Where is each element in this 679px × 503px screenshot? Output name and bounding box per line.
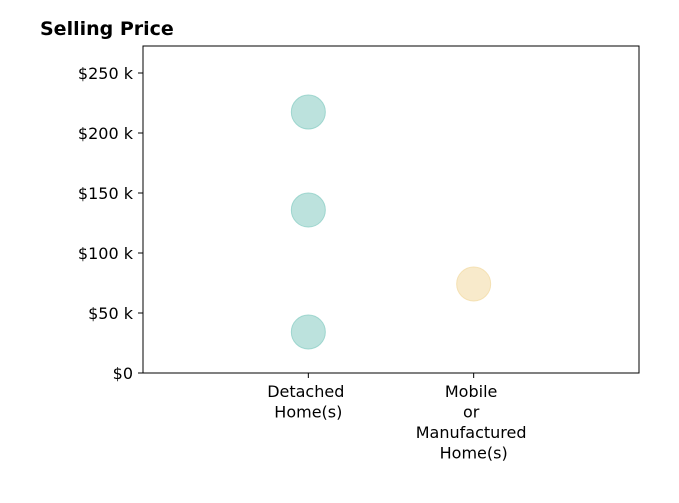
plot-frame bbox=[142, 45, 640, 374]
point bbox=[456, 266, 492, 302]
y-tick-label: $100 k bbox=[78, 244, 134, 263]
y-tick-label: $50 k bbox=[88, 304, 134, 323]
y-tick-label: $250 k bbox=[78, 64, 134, 83]
y-tick-label: $150 k bbox=[78, 184, 134, 203]
y-tick-label: $200 k bbox=[78, 124, 134, 143]
y-tick-label: $0 bbox=[113, 364, 133, 383]
x-tick-label: Detached Home(s) bbox=[267, 382, 349, 422]
x-tick-label: Mobile or Manufactured Home(s) bbox=[416, 382, 532, 463]
point bbox=[290, 314, 326, 350]
chart-title: Selling Price bbox=[40, 18, 174, 40]
point bbox=[290, 94, 326, 130]
point bbox=[290, 192, 326, 228]
